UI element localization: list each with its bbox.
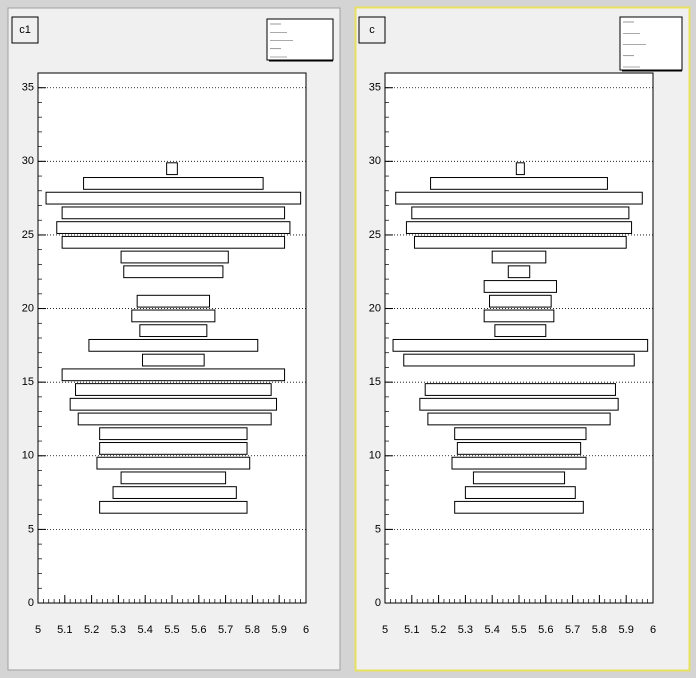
box bbox=[88, 338, 259, 352]
box bbox=[123, 265, 224, 279]
y-tick-label: 30 bbox=[369, 155, 381, 167]
plot-frame bbox=[37, 72, 307, 604]
box bbox=[99, 500, 248, 514]
y-tick-label: 0 bbox=[28, 597, 34, 609]
x-tick-label: 5.8 bbox=[592, 624, 607, 636]
x-tick-label: 5.8 bbox=[245, 624, 260, 636]
box bbox=[99, 427, 248, 441]
box bbox=[392, 338, 649, 352]
box bbox=[112, 486, 237, 499]
box bbox=[45, 191, 302, 205]
box bbox=[424, 383, 616, 396]
box bbox=[77, 412, 272, 426]
x-tick-label: 6 bbox=[303, 624, 309, 636]
x-tick-label: 5.7 bbox=[218, 624, 233, 636]
box bbox=[56, 221, 291, 234]
box bbox=[69, 397, 278, 411]
x-tick-label: 5.2 bbox=[431, 624, 446, 636]
box bbox=[419, 397, 619, 411]
x-tick-label: 5 bbox=[35, 624, 41, 636]
box bbox=[395, 191, 643, 205]
pad-title-box bbox=[11, 16, 39, 44]
x-tick-label: 5.1 bbox=[57, 624, 72, 636]
x-tick-label: 5.9 bbox=[619, 624, 634, 636]
box bbox=[454, 500, 584, 514]
box bbox=[403, 353, 635, 367]
box bbox=[120, 471, 227, 485]
y-tick-label: 20 bbox=[22, 302, 34, 314]
box bbox=[166, 162, 178, 176]
y-tick-label: 10 bbox=[22, 450, 34, 462]
box bbox=[454, 427, 587, 441]
box bbox=[136, 294, 211, 308]
x-tick-label: 5.4 bbox=[485, 624, 500, 636]
pad-title-box bbox=[358, 16, 386, 44]
x-tick-label: 5.7 bbox=[565, 624, 580, 636]
box bbox=[483, 280, 558, 293]
x-tick-label: 5.5 bbox=[511, 624, 526, 636]
box bbox=[515, 162, 525, 176]
box bbox=[61, 368, 286, 382]
box bbox=[120, 250, 229, 264]
y-tick-label: 15 bbox=[22, 376, 34, 388]
y-tick-label: 5 bbox=[375, 523, 381, 535]
y-tick-label: 5 bbox=[28, 523, 34, 535]
y-tick-label: 25 bbox=[369, 229, 381, 241]
box bbox=[131, 309, 216, 323]
y-tick-label: 35 bbox=[22, 82, 34, 94]
pad-title: c bbox=[369, 24, 375, 36]
box bbox=[413, 235, 627, 249]
x-tick-label: 5.4 bbox=[138, 624, 153, 636]
box bbox=[494, 324, 547, 338]
x-tick-label: 5.3 bbox=[111, 624, 126, 636]
y-tick-label: 10 bbox=[369, 450, 381, 462]
box bbox=[99, 442, 248, 455]
x-tick-label: 5.9 bbox=[272, 624, 287, 636]
pad-title: c1 bbox=[19, 24, 31, 36]
x-tick-label: 5.5 bbox=[164, 624, 179, 636]
box bbox=[139, 324, 208, 338]
box bbox=[430, 177, 608, 190]
box bbox=[142, 353, 205, 367]
y-tick-label: 35 bbox=[369, 82, 381, 94]
box bbox=[411, 206, 630, 220]
x-tick-label: 6 bbox=[650, 624, 656, 636]
y-tick-label: 20 bbox=[369, 302, 381, 314]
x-tick-label: 5.1 bbox=[404, 624, 419, 636]
legend-box bbox=[619, 16, 683, 71]
box bbox=[472, 471, 566, 485]
box bbox=[75, 383, 272, 396]
y-tick-label: 30 bbox=[22, 155, 34, 167]
box bbox=[507, 265, 531, 279]
box bbox=[464, 486, 576, 499]
x-tick-label: 5.6 bbox=[538, 624, 553, 636]
x-tick-label: 5.2 bbox=[84, 624, 99, 636]
box bbox=[456, 442, 582, 455]
box bbox=[427, 412, 611, 426]
box bbox=[491, 250, 547, 264]
box bbox=[405, 221, 633, 234]
box bbox=[61, 206, 286, 220]
legend-box bbox=[266, 18, 334, 61]
y-tick-label: 0 bbox=[375, 597, 381, 609]
box bbox=[96, 456, 251, 470]
box bbox=[489, 294, 552, 308]
box bbox=[83, 177, 264, 190]
box bbox=[451, 456, 587, 470]
x-tick-label: 5.3 bbox=[458, 624, 473, 636]
plot-frame bbox=[384, 72, 654, 604]
box bbox=[483, 309, 555, 323]
x-tick-label: 5 bbox=[382, 624, 388, 636]
x-tick-label: 5.6 bbox=[191, 624, 206, 636]
y-tick-label: 15 bbox=[369, 376, 381, 388]
box bbox=[61, 235, 286, 249]
y-tick-label: 25 bbox=[22, 229, 34, 241]
